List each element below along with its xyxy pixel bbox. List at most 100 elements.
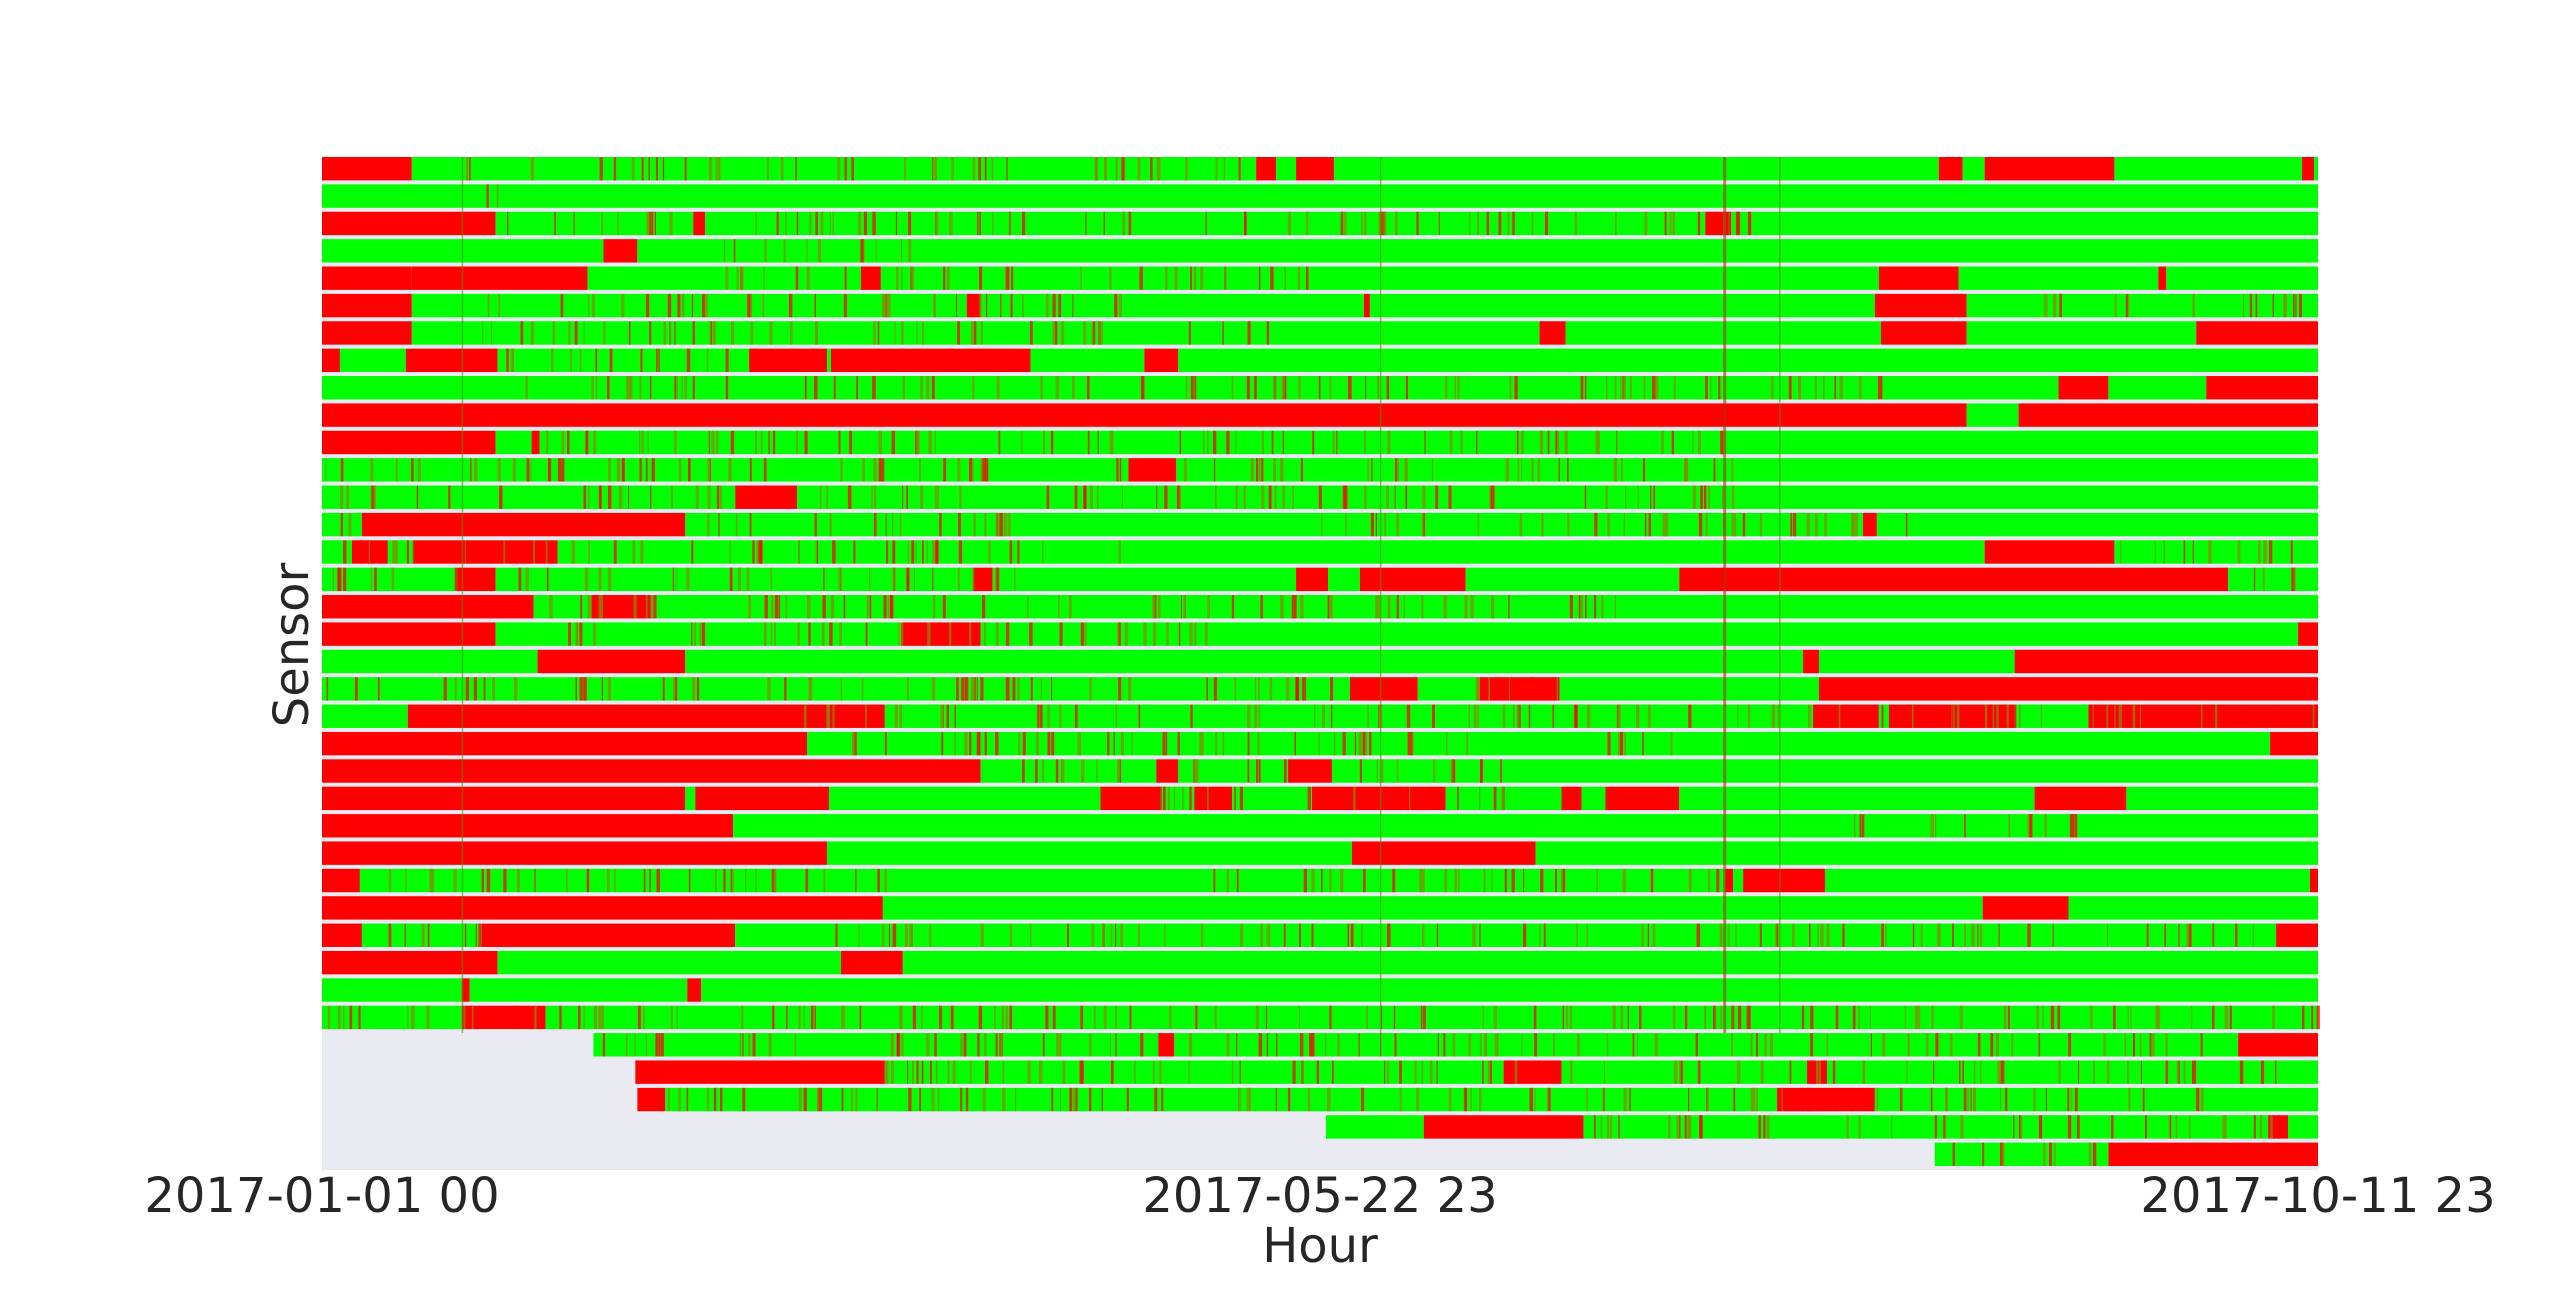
mixed-stripe [1493,1005,1497,1030]
mixed-stripe [1068,595,1072,619]
ok-segment [637,239,2318,263]
mixed-stripe [1552,704,1555,728]
fault-segment [2088,704,2318,728]
mixed-stripe [575,677,577,701]
mixed-stripe [2027,814,2032,838]
mixed-stripe [1764,1033,1767,1057]
mixed-stripe [359,540,362,564]
mixed-stripe [617,211,619,236]
mixed-stripe [686,1087,689,1112]
mixed-stripe [926,376,930,400]
mixed-stripe [1959,1060,1961,1084]
mixed-stripe [940,1005,943,1030]
mixed-stripe [954,704,956,728]
mixed-stripe [1454,376,1456,400]
mixed-stripe [1174,266,1178,290]
mixed-stripe [1501,786,1504,811]
sensor-rows [322,157,2320,1170]
mixed-stripe [2263,540,2267,564]
mixed-stripe [1684,458,1688,482]
ok-segment [685,512,1863,537]
mixed-stripe [837,157,841,181]
mixed-stripe [1087,430,1090,455]
mixed-stripe [1254,677,1257,701]
mixed-stripe [840,567,842,592]
mixed-stripe [976,731,980,756]
mixed-stripe [483,677,486,701]
mixed-stripe [1017,540,1020,564]
mixed-stripe [2011,1033,2014,1057]
mixed-stripe [1458,868,1460,893]
mixed-stripe [1298,1005,1300,1030]
mixed-stripe [1616,430,1618,455]
mixed-stripe [510,595,514,619]
mixed-stripe [688,458,690,482]
mixed-stripe [1261,485,1265,509]
mixed-stripe [1370,512,1374,537]
mixed-stripe [1539,430,1544,455]
fault-segment [537,649,686,674]
ok-segment [1819,649,2015,674]
mixed-stripe [1642,731,1644,756]
mixed-stripe [748,293,753,318]
mixed-stripe [919,1087,922,1112]
mixed-stripe [645,1033,647,1057]
mixed-stripe [1375,512,1377,537]
mixed-stripe [1051,731,1055,756]
mixed-stripe [1945,1087,1948,1112]
mixed-stripe [1632,1033,1635,1057]
mixed-stripe [1846,1115,1849,1139]
mixed-stripe [1790,512,1793,537]
mixed-stripe [332,567,334,592]
mixed-stripe [1128,211,1132,236]
mixed-stripe [468,157,471,181]
mixed-stripe [784,677,787,701]
mixed-stripe [1619,731,1624,756]
mixed-stripe [1061,321,1065,345]
mixed-stripe [963,622,966,646]
mixed-stripe [1838,704,1841,728]
sensor-row [322,266,2318,290]
fault-segment [1705,211,1732,236]
mixed-stripe [670,1005,673,1030]
fault-segment [2302,157,2315,181]
mixed-stripe [1643,458,1645,482]
mixed-stripe [1643,376,1646,400]
mixed-stripe [1822,376,1825,400]
mixed-stripe [1718,376,1721,400]
mixed-stripe [2049,1142,2053,1166]
mixed-stripe [2278,704,2281,728]
mixed-stripe [728,458,732,482]
mixed-stripe [618,485,623,509]
fault-segment [1363,293,1370,318]
mixed-stripe [1935,1033,1939,1057]
ok-segment [322,485,736,509]
mixed-stripe [1321,868,1323,893]
mixed-stripe [534,1005,537,1030]
mixed-stripe [2208,540,2212,564]
mixed-stripe [742,1033,744,1057]
mixed-stripe [893,923,897,947]
mixed-stripe [978,157,981,181]
mixed-stripe [752,1033,756,1057]
mixed-stripe [1085,211,1087,236]
mixed-stripe [1704,1005,1706,1030]
mixed-stripe [1809,923,1811,947]
ok-segment [992,567,1297,592]
mixed-stripe [823,567,825,592]
fault-segment [695,786,829,811]
fault-segment [1100,786,1161,811]
mixed-stripe [1521,1033,1523,1057]
mixed-stripe [892,567,896,592]
mixed-stripe [936,211,939,236]
mixed-stripe [1516,430,1519,455]
mixed-stripe [1422,868,1425,893]
mixed-stripe [708,430,710,455]
mixed-stripe [1652,923,1656,947]
mixed-stripe [1236,868,1239,893]
mixed-stripe [1669,211,1672,236]
mixed-stripe [985,1060,989,1084]
mixed-stripe [1808,704,1811,728]
mixed-stripe [907,1060,909,1084]
mixed-stripe [1574,704,1578,728]
